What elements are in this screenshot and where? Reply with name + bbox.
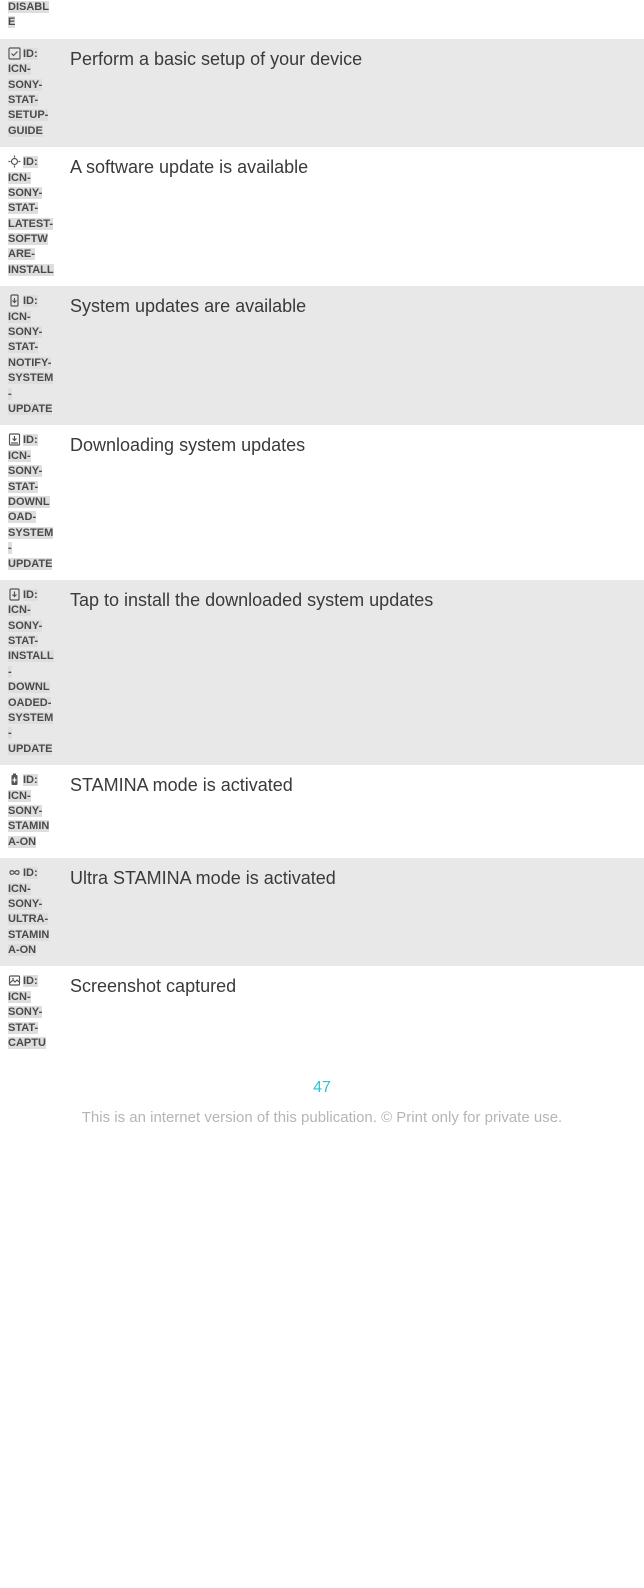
icon-id-text: ID: ICN-SONY-STAT-INSTALL-DOWNLOADED-SYS… — [8, 589, 54, 755]
table-row: ID: ICN-SONY-STAT-CAPTUScreenshot captur… — [0, 966, 644, 1059]
table-row: ID: ICN-SONY-STAT-DOWNLOAD-SYSTEM-UPDATE… — [0, 425, 644, 580]
icon-id-cell: ID: ICN-SONY-STAMINA-ON — [0, 765, 58, 858]
icon-id-text: DISABLE — [8, 1, 49, 28]
table-row: ID: ICN-SONY-STAT-SETUP-GUIDEPerform a b… — [0, 39, 644, 147]
icon-id-text: ID: ICN-SONY-STAT-LATEST-SOFTWARE-INSTAL… — [8, 156, 54, 276]
table-row: DISABLE — [0, 0, 644, 39]
icon-id-cell: DISABLE — [0, 0, 58, 39]
description-cell — [58, 0, 644, 39]
description-cell: Screenshot captured — [58, 966, 644, 1059]
description-cell: Tap to install the downloaded system upd… — [58, 580, 644, 765]
description-cell: Perform a basic setup of your device — [58, 39, 644, 147]
table-row: ID: ICN-SONY-STAT-INSTALL-DOWNLOADED-SYS… — [0, 580, 644, 765]
table-row: ID: ICN-SONY-STAT-NOTIFY-SYSTEM-UPDATESy… — [0, 286, 644, 425]
description-cell: System updates are available — [58, 286, 644, 425]
icon-id-text: ID: ICN-SONY-STAT-SETUP-GUIDE — [8, 48, 48, 137]
icon-id-cell: ID: ICN-SONY-STAT-SETUP-GUIDE — [0, 39, 58, 147]
icon-table: DISABLE ID: ICN-SONY-STAT-SETUP-GUIDEPerf… — [0, 0, 644, 1059]
description-cell: Downloading system updates — [58, 425, 644, 580]
footer-text: This is an internet version of this publ… — [0, 1105, 644, 1140]
table-row: ID: ICN-SONY-ULTRA-STAMINA-ONUltra STAMI… — [0, 858, 644, 966]
icon-id-cell: ID: ICN-SONY-STAT-LATEST-SOFTWARE-INSTAL… — [0, 147, 58, 286]
icon-id-text: ID: ICN-SONY-STAT-DOWNLOAD-SYSTEM-UPDATE — [8, 434, 53, 569]
description-cell: STAMINA mode is activated — [58, 765, 644, 858]
icon-id-cell: ID: ICN-SONY-STAT-DOWNLOAD-SYSTEM-UPDATE — [0, 425, 58, 580]
icon-id-cell: ID: ICN-SONY-STAT-NOTIFY-SYSTEM-UPDATE — [0, 286, 58, 425]
icon-id-cell: ID: ICN-SONY-STAT-CAPTU — [0, 966, 58, 1059]
description-cell: Ultra STAMINA mode is activated — [58, 858, 644, 966]
icon-id-text: ID: ICN-SONY-STAT-NOTIFY-SYSTEM-UPDATE — [8, 295, 53, 415]
description-cell: A software update is available — [58, 147, 644, 286]
icon-id-text: ID: ICN-SONY-ULTRA-STAMINA-ON — [8, 867, 49, 956]
table-row: ID: ICN-SONY-STAMINA-ONSTAMINA mode is a… — [0, 765, 644, 858]
icon-id-cell: ID: ICN-SONY-ULTRA-STAMINA-ON — [0, 858, 58, 966]
icon-id-cell: ID: ICN-SONY-STAT-INSTALL-DOWNLOADED-SYS… — [0, 580, 58, 765]
page-number: 47 — [0, 1059, 644, 1105]
table-row: ID: ICN-SONY-STAT-LATEST-SOFTWARE-INSTAL… — [0, 147, 644, 286]
